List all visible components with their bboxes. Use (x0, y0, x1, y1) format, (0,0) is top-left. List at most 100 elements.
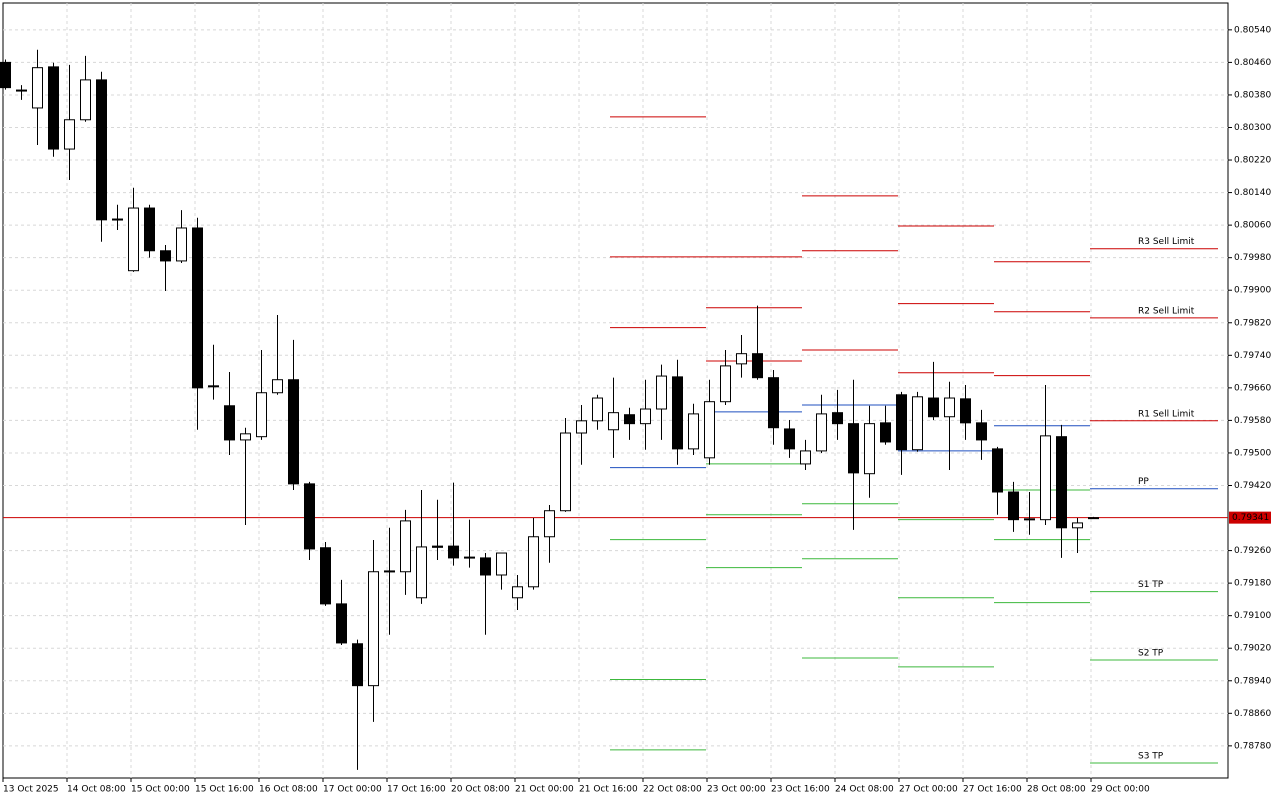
candle-body (976, 422, 987, 441)
x-tick-label: 24 Oct 08:00 (835, 785, 894, 795)
candle-body (656, 375, 667, 410)
x-tick-label: 20 Oct 08:00 (451, 785, 510, 795)
candle-body (544, 510, 555, 538)
x-tick-label: 15 Oct 16:00 (195, 785, 254, 795)
y-tick-label: 0.79820 (1234, 318, 1271, 328)
candle-body (400, 520, 411, 573)
pivot-label: S2 TP (1138, 649, 1164, 659)
current-price-box (1229, 511, 1271, 524)
y-tick-label: 0.79580 (1234, 416, 1271, 426)
x-tick-label: 28 Oct 08:00 (1027, 785, 1086, 795)
candle-body (752, 353, 763, 379)
candle-body (864, 423, 875, 475)
candle-body (32, 67, 43, 109)
candle-body (912, 396, 923, 451)
y-tick-label: 0.79260 (1234, 546, 1271, 556)
candle-body (1072, 522, 1083, 529)
candle-body (560, 432, 571, 512)
candle-body (352, 643, 363, 687)
candle-body (896, 394, 907, 451)
y-tick-label: 0.78860 (1234, 709, 1271, 719)
y-tick-label: 0.79180 (1234, 579, 1271, 589)
candle-body (1024, 518, 1035, 521)
candle-body (720, 365, 731, 403)
x-tick-label: 22 Oct 08:00 (643, 785, 702, 795)
candle-body (96, 79, 107, 221)
candle-body (192, 227, 203, 389)
candle-body (528, 536, 539, 588)
x-tick-label: 16 Oct 08:00 (259, 785, 318, 795)
candle-body (784, 428, 795, 450)
candle-body (832, 412, 843, 425)
candle-body (432, 545, 443, 548)
candle-body (704, 401, 715, 459)
x-tick-label: 27 Oct 00:00 (899, 785, 958, 795)
candle-body (208, 385, 219, 388)
candle-body (288, 379, 299, 485)
candle-body (1056, 436, 1067, 529)
y-tick-label: 0.80300 (1234, 123, 1271, 133)
candle-body (1088, 517, 1099, 520)
x-tick-label: 21 Oct 16:00 (579, 785, 638, 795)
y-tick-label: 0.79660 (1234, 383, 1271, 393)
x-tick-label: 17 Oct 00:00 (323, 785, 382, 795)
candle-body (80, 79, 91, 121)
candle-body (464, 556, 475, 559)
x-tick-label: 14 Oct 08:00 (67, 785, 126, 795)
y-tick-label: 0.80140 (1234, 188, 1271, 198)
x-tick-label: 23 Oct 16:00 (771, 785, 830, 795)
candle-body (336, 603, 347, 644)
candle-body (128, 207, 139, 272)
y-tick-label: 0.80540 (1234, 25, 1271, 35)
candle-body (224, 405, 235, 441)
candle-body (176, 227, 187, 262)
candle-body (576, 420, 587, 434)
candle-body (240, 433, 251, 441)
candle-body (768, 377, 779, 429)
candle-body (304, 483, 315, 550)
candle-body (944, 397, 955, 418)
y-tick-label: 0.79100 (1234, 611, 1271, 621)
candle-body (416, 546, 427, 599)
candle-body (960, 398, 971, 424)
candle-body (272, 379, 283, 394)
y-tick-label: 0.79500 (1234, 448, 1271, 458)
candle-body (480, 557, 491, 576)
candle-body (320, 547, 331, 605)
candle-body (672, 376, 683, 450)
candle-body (16, 89, 27, 92)
candle-body (800, 450, 811, 465)
pivot-label: R1 Sell Limit (1138, 409, 1195, 419)
candle-body (592, 397, 603, 422)
candle-body (624, 414, 635, 425)
candle-body (640, 408, 651, 425)
candle-body (256, 392, 267, 438)
y-tick-label: 0.79980 (1234, 253, 1271, 263)
candle-body (0, 61, 11, 89)
candle-body (928, 397, 939, 418)
y-tick-label: 0.78780 (1234, 741, 1271, 751)
candle-body (880, 422, 891, 443)
pivot-label: S1 TP (1138, 580, 1164, 590)
y-tick-label: 0.80060 (1234, 221, 1271, 231)
x-tick-label: 21 Oct 00:00 (515, 785, 574, 795)
y-tick-label: 0.79740 (1234, 351, 1271, 361)
y-tick-label: 0.80220 (1234, 156, 1271, 166)
candle-body (992, 448, 1003, 493)
candle-body (448, 545, 459, 559)
pivot-label: R3 Sell Limit (1138, 237, 1195, 247)
x-tick-label: 13 Oct 2025 (3, 785, 59, 795)
pivot-label: S3 TP (1138, 751, 1164, 761)
candle-body (816, 413, 827, 452)
candle-body (160, 250, 171, 262)
y-tick-label: 0.79420 (1234, 481, 1271, 491)
candle-body (608, 412, 619, 431)
current-price-label: 0.79341 (1232, 513, 1269, 523)
pivot-label: R2 Sell Limit (1138, 306, 1195, 316)
x-tick-label: 15 Oct 00:00 (131, 785, 190, 795)
y-tick-label: 0.79900 (1234, 286, 1271, 296)
plot-frame (2, 2, 1229, 779)
y-tick-label: 0.79020 (1234, 644, 1271, 654)
x-tick-label: 27 Oct 16:00 (963, 785, 1022, 795)
